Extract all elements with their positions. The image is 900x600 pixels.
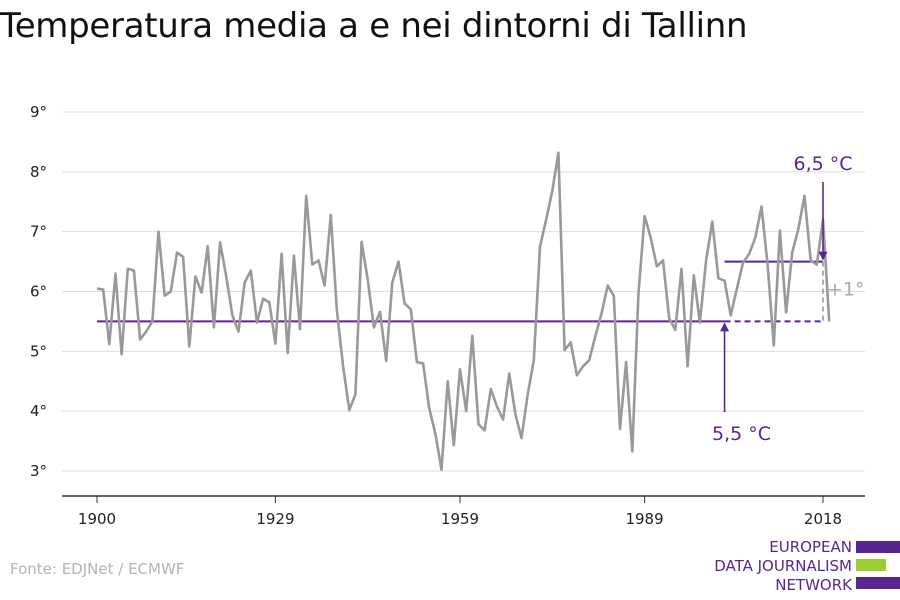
logo-line-1: EUROPEAN — [769, 538, 852, 556]
edjnet-logo: EUROPEAN DATA JOURNALISM NETWORK — [705, 538, 900, 598]
arrow-baseline-head — [720, 322, 730, 332]
logo-text: EUROPEAN DATA JOURNALISM NETWORK — [714, 538, 852, 595]
annotation-difference: +1° — [827, 279, 865, 301]
y-tick-label: 7° — [30, 223, 47, 241]
x-tick-label: 1989 — [625, 510, 663, 528]
y-axis-ticks: 3° 4° 5° 6° 7° 8° 9° — [30, 103, 47, 480]
reference-lines — [97, 260, 824, 323]
y-tick-label: 5° — [30, 342, 47, 360]
logo-line-3: NETWORK — [775, 576, 852, 594]
logo-bar-green — [856, 559, 886, 571]
arrow-recent-head — [818, 251, 828, 261]
logo-bar-purple-top — [856, 541, 900, 553]
y-tick-label: 4° — [30, 402, 47, 420]
logo-line-2: DATA JOURNALISM — [714, 557, 852, 575]
x-axis: 1900 1929 1959 1989 2018 — [62, 495, 865, 528]
x-tick-label: 1900 — [78, 510, 116, 528]
x-tick-label: 1959 — [441, 510, 479, 528]
grid-lines — [62, 111, 865, 472]
y-tick-label: 9° — [30, 103, 47, 121]
temperature-series-line — [96, 151, 831, 472]
x-tick-label: 1929 — [256, 510, 294, 528]
chart-title: Temperatura media a e nei dintorni di Ta… — [0, 6, 748, 46]
annotations: 6,5 °C 5,5 °C +1° — [712, 153, 864, 445]
x-tick-label: 2018 — [804, 510, 842, 528]
y-tick-label: 8° — [30, 163, 47, 181]
series-layer — [96, 151, 831, 472]
annotation-label-recent: 6,5 °C — [793, 153, 852, 175]
y-tick-label: 3° — [30, 462, 47, 480]
annotation-label-baseline: 5,5 °C — [712, 423, 771, 445]
source-note: Fonte: EDJNet / ECMWF — [10, 560, 185, 578]
logo-bar-purple-bottom — [856, 577, 900, 589]
y-tick-label: 6° — [30, 283, 47, 301]
